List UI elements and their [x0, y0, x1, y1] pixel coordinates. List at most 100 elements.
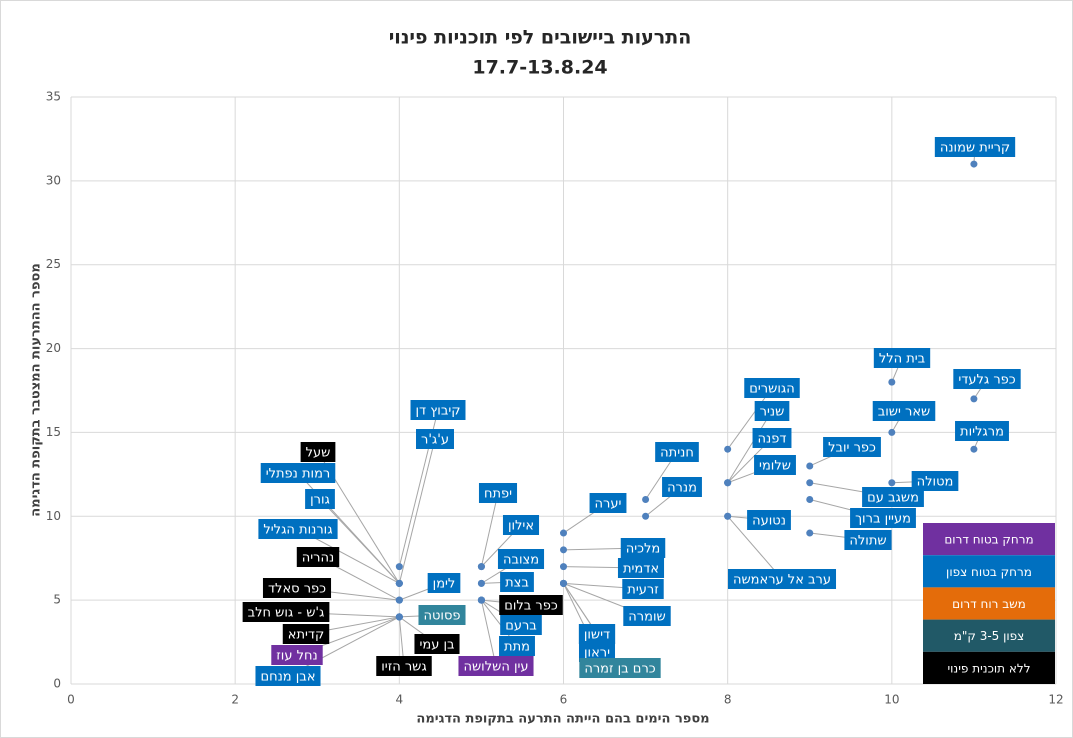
label-box	[260, 463, 336, 483]
point-label-box: אבן מנחם	[255, 666, 321, 686]
point	[642, 496, 650, 504]
label-box	[752, 428, 792, 448]
label-box	[255, 666, 321, 686]
point	[724, 479, 732, 487]
point-label-box: דישון	[578, 624, 616, 644]
legend-swatch	[923, 587, 1055, 620]
point-label: שאר ישוב	[878, 405, 931, 420]
x-tick-label: 8	[724, 693, 732, 707]
point-label: זרעית	[627, 583, 658, 598]
point-label: רמות נפתלי	[266, 467, 331, 482]
y-axis-label: מספר ההתרעות המצטבר בתקופת הדגימה	[29, 263, 44, 517]
point-label: מרגליות	[960, 425, 1004, 440]
point-label-box: כפר יובל	[823, 437, 881, 457]
point	[560, 579, 567, 587]
point-label: יראון	[584, 646, 610, 661]
point-label-box: קריית שמונה	[934, 137, 1016, 157]
y-tick-label: 25	[46, 257, 61, 271]
point-label-box: בית הלל	[873, 348, 931, 368]
label-box	[623, 606, 671, 626]
leader-line	[727, 387, 773, 450]
x-axis-label: מספר הימים בהם הייתה התרעה בתקופת הדגימה	[416, 712, 709, 727]
point-label: מעיין ברוך	[855, 512, 911, 527]
x-tick-label: 10	[884, 693, 899, 707]
point-label-box: שאר ישוב	[872, 401, 936, 421]
point-label: נטועה	[752, 514, 786, 529]
point-label-box: קיבוץ דן	[410, 400, 466, 420]
point-label-box: כפר בלום	[499, 595, 563, 615]
point	[477, 596, 485, 604]
label-box	[911, 471, 959, 491]
label-box	[617, 558, 665, 578]
label-box	[427, 573, 461, 593]
point-label: אבן מנחם	[260, 670, 315, 685]
y-tick-label: 35	[46, 90, 61, 104]
point	[806, 496, 814, 504]
point	[888, 479, 896, 487]
label-box	[502, 515, 540, 535]
point-label-box: שלומי	[754, 455, 796, 475]
point-label-box: כפר סאלד	[262, 578, 332, 598]
point-label: אילון	[508, 519, 534, 534]
label-box	[850, 508, 916, 528]
label-box	[458, 656, 534, 676]
point	[970, 160, 978, 168]
leader-line	[480, 600, 497, 667]
point-label: גורן	[310, 493, 330, 508]
point-label-box: אילון	[502, 515, 540, 535]
legend-label: מרחק בטוח דרום	[944, 533, 1033, 547]
point	[395, 613, 403, 621]
label-box	[305, 489, 335, 509]
point-label-box: דפנה	[752, 428, 792, 448]
label-box	[497, 549, 545, 569]
label-box	[747, 510, 791, 530]
label-box	[727, 569, 837, 589]
point-label-box: גורן	[305, 489, 335, 509]
point-label: בצת	[505, 576, 529, 591]
point-label: כפר סאלד	[268, 582, 326, 597]
label-box	[242, 602, 330, 622]
leader-line	[398, 438, 436, 584]
point	[724, 512, 732, 520]
label-box	[500, 615, 542, 635]
label-box	[416, 429, 454, 449]
point-label: ג'ש - גוש חלב	[248, 606, 325, 621]
label-box	[620, 538, 666, 558]
point-label-box: כפר גלעדי	[953, 369, 1021, 389]
y-tick-label: 20	[46, 341, 61, 355]
point	[560, 529, 567, 537]
leader-line	[727, 515, 783, 580]
point	[806, 462, 814, 470]
point	[888, 428, 896, 436]
point-label: קיבוץ דן	[416, 404, 461, 419]
point	[806, 529, 814, 537]
legend-label: מרחק בטוח צפון	[946, 565, 1032, 579]
point-label: נהריה	[302, 551, 334, 566]
y-tick-label: 5	[53, 593, 61, 607]
label-box	[499, 636, 535, 656]
point-label: מלכיה	[626, 542, 661, 557]
legend-label: משב רוח דרום	[952, 597, 1026, 611]
point-label-box: גורנות הגליל	[258, 519, 338, 539]
point	[560, 546, 567, 554]
point-label: הגושרים	[749, 382, 794, 397]
label-box	[300, 442, 336, 462]
point-label-box: משגב עם	[862, 487, 924, 507]
point-label: בן עמי	[419, 638, 454, 653]
point-label-box: ברעם	[500, 615, 542, 635]
point-label-box: שעל	[300, 442, 336, 462]
point-label-box: הגושרים	[744, 378, 800, 398]
point-label-box: יראון	[578, 642, 616, 662]
point-label-box: שתולה	[844, 530, 892, 550]
point	[395, 563, 403, 571]
point-label-box: מטולה	[911, 471, 959, 491]
point-label: שעל	[306, 446, 331, 461]
point-label-box: מצובה	[497, 549, 545, 569]
point-label-box: מנרה	[662, 477, 702, 497]
point-label: פסוטה	[423, 609, 460, 624]
point-label: שניר	[760, 405, 785, 420]
point	[642, 512, 650, 520]
legend: מרחק בטוח דרום מרחק בטוח צפון משב רוח דרום…	[923, 523, 1055, 684]
label-box	[296, 547, 340, 567]
